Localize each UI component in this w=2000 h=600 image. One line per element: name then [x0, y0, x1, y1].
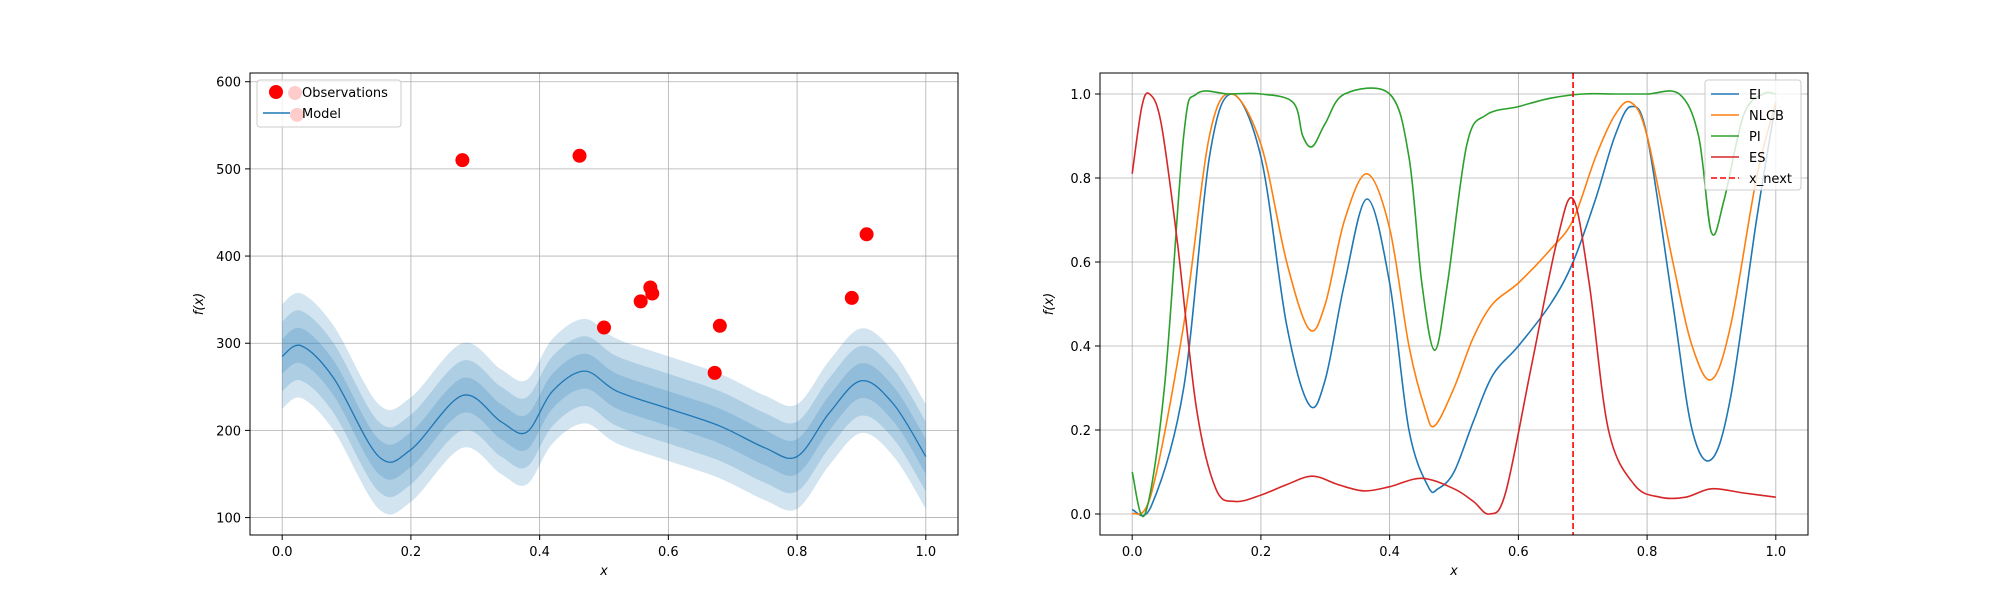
plot-area	[1131, 73, 1777, 535]
legend-box	[256, 79, 402, 128]
x-tick-label: 0.4	[529, 545, 550, 560]
y-tick-label: 0.8	[1070, 172, 1091, 187]
observation-point	[712, 318, 727, 333]
y-tick-label: 0.2	[1070, 424, 1091, 439]
model-observations-chart: 0.0 0.2 0.4 0.6 0.8 1.0 100 200 300 400 500 600 x f(x…	[192, 72, 959, 579]
legend-box	[1704, 79, 1802, 191]
y-tick-label: 200	[216, 424, 241, 439]
observation-point	[645, 286, 660, 301]
x-tick-label: 0.0	[272, 545, 293, 560]
y-tick-label: 600	[216, 76, 241, 91]
observation-point	[859, 227, 874, 242]
y-tick-label: 0.4	[1070, 340, 1091, 355]
y-tick-label: 1.0	[1070, 88, 1091, 103]
confidence-band	[282, 310, 926, 498]
legend-label-0: EI	[1749, 88, 1761, 103]
confidence-band	[282, 292, 926, 515]
x-tick-label: 0.2	[401, 545, 422, 560]
legend-observations-marker	[269, 85, 283, 99]
acquisition-functions-chart: 0.0 0.2 0.4 0.6 0.8 1.0 0.0 0.2 0.4 0.6 0.8 1.0 x f(x…	[1042, 72, 1809, 579]
legend-label-1: NLCB	[1749, 109, 1784, 124]
x-tick-label: 0.8	[1637, 545, 1658, 560]
model-mean-line	[281, 344, 927, 463]
observation-point	[844, 290, 859, 305]
plot-frame	[249, 72, 959, 536]
series-line-pi	[1131, 87, 1776, 518]
legend-label-4: x_next	[1749, 172, 1792, 187]
observation-point	[597, 320, 611, 335]
observation-point	[707, 365, 722, 380]
series-line-es	[1131, 92, 1776, 515]
x-axis-label: x	[599, 564, 608, 579]
x-axis-label: x	[1449, 564, 1458, 579]
x-tick-label: 0.2	[1251, 545, 1272, 560]
y-tick-label: 0.0	[1070, 508, 1091, 523]
legend: EI NLCB PI ES x_next	[1704, 79, 1802, 191]
grid-lines	[250, 73, 958, 535]
legend: Observations Model	[256, 79, 402, 128]
legend-label-2: PI	[1749, 130, 1761, 145]
observation-point	[572, 148, 587, 163]
x-tick-label: 0.6	[1508, 545, 1529, 560]
observation-point	[633, 294, 648, 309]
y-axis-label: f(x)	[192, 293, 207, 315]
plot-area	[281, 86, 927, 515]
x-tick-label: 0.8	[787, 545, 808, 560]
y-tick-label: 300	[216, 337, 241, 352]
legend-observations-label: Observations	[302, 86, 388, 101]
x-tick-label: 0.0	[1122, 545, 1143, 560]
x-tick-label: 1.0	[1765, 545, 1786, 560]
legend-model-label: Model	[302, 107, 341, 122]
y-tick-label: 0.6	[1070, 256, 1091, 271]
y-axis-label: f(x)	[1042, 293, 1057, 315]
x-tick-label: 1.0	[915, 545, 936, 560]
plot-frame	[1099, 72, 1809, 536]
y-tick-label: 500	[216, 163, 241, 178]
confidence-band	[282, 327, 926, 480]
y-tick-label: 100	[216, 512, 241, 527]
x-tick-label: 0.6	[658, 545, 679, 560]
observation-point	[455, 153, 470, 168]
legend-label-3: ES	[1749, 151, 1765, 166]
series-line-nlcb	[1131, 93, 1777, 515]
y-tick-label: 400	[216, 250, 241, 265]
x-tick-label: 0.4	[1379, 545, 1400, 560]
